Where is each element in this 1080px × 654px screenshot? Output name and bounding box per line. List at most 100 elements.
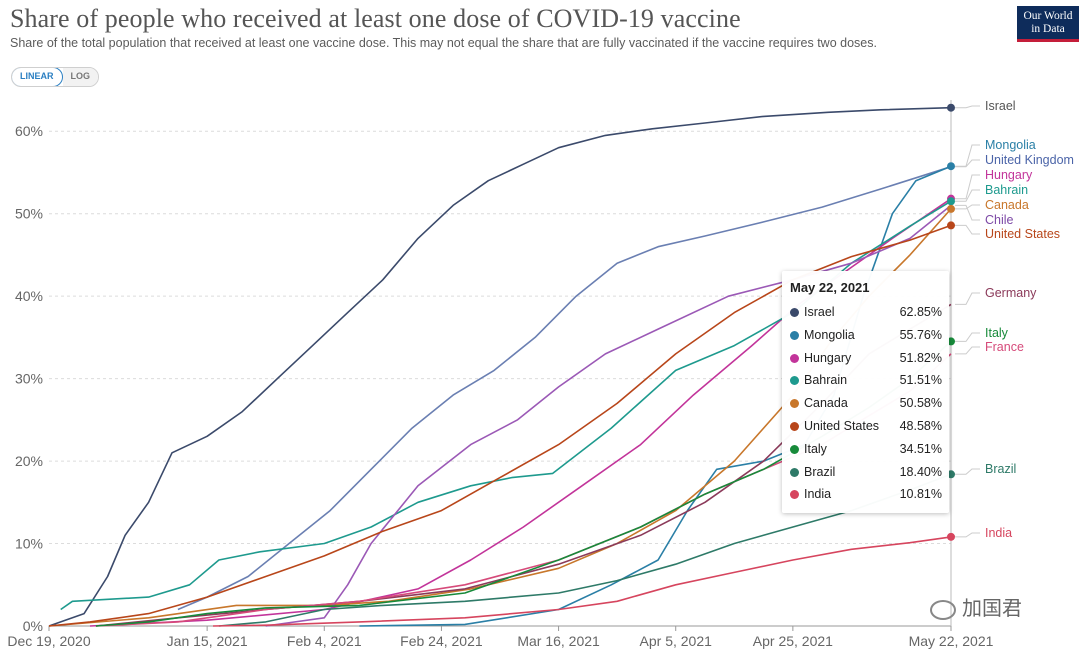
label-connector bbox=[955, 204, 980, 221]
tooltip-value: 48.58% bbox=[899, 419, 942, 433]
tooltip-row: Brazil 18.40% bbox=[790, 463, 942, 483]
label-connector bbox=[955, 346, 980, 355]
tooltip-row: Israel 62.85% bbox=[790, 303, 942, 323]
tooltip-country: Canada bbox=[804, 396, 848, 411]
series-end-label: France bbox=[985, 340, 1024, 354]
tooltip-country: Italy bbox=[804, 441, 827, 456]
x-tick-label: Apr 5, 2021 bbox=[640, 633, 713, 649]
log-scale-button[interactable]: LOG bbox=[62, 68, 98, 86]
label-connector bbox=[955, 174, 980, 200]
series-color-dot bbox=[790, 490, 799, 500]
scale-toggle: LINEAR LOG bbox=[11, 67, 99, 87]
series-color-dot bbox=[790, 353, 799, 363]
series-end-dot bbox=[947, 162, 955, 171]
x-tick-label: Mar 16, 2021 bbox=[517, 633, 600, 649]
x-tick-label: Dec 19, 2020 bbox=[7, 633, 90, 649]
series-color-dot bbox=[790, 399, 799, 409]
series-end-dot bbox=[947, 337, 955, 346]
y-tick-label: 10% bbox=[15, 536, 43, 552]
series-end-label: Brazil bbox=[985, 462, 1016, 476]
series-end-label: United Kingdom bbox=[985, 153, 1074, 167]
series-line bbox=[212, 536, 952, 627]
series-end-dot bbox=[947, 532, 955, 541]
tooltip-row: India 10.81% bbox=[790, 485, 942, 505]
x-tick-label: Apr 25, 2021 bbox=[753, 633, 833, 649]
x-tick-label: Feb 24, 2021 bbox=[400, 633, 483, 649]
label-connector bbox=[955, 292, 980, 305]
chart-title: Share of people who received at least on… bbox=[10, 4, 741, 33]
x-tick-label: May 22, 2021 bbox=[909, 633, 994, 649]
tooltip-row: Bahrain 51.51% bbox=[790, 371, 942, 391]
series-end-dot bbox=[947, 204, 955, 213]
series-end-label: Italy bbox=[985, 326, 1009, 340]
tooltip-country: Hungary bbox=[804, 350, 852, 365]
x-tick-label: Feb 4, 2021 bbox=[287, 633, 362, 649]
y-tick-label: 0% bbox=[23, 618, 43, 634]
series-line bbox=[359, 165, 952, 627]
label-connector bbox=[955, 332, 980, 342]
label-connector bbox=[955, 468, 980, 475]
tooltip-value: 55.76% bbox=[899, 327, 942, 342]
tooltip-value: 50.58% bbox=[899, 396, 942, 411]
label-connector bbox=[955, 532, 980, 538]
y-tick-label: 60% bbox=[15, 123, 43, 139]
series-end-label: Chile bbox=[985, 213, 1014, 227]
tooltip-date: May 22, 2021 bbox=[790, 280, 870, 295]
series-end-label: Mongolia bbox=[985, 138, 1036, 152]
series-end-label: Israel bbox=[985, 99, 1016, 113]
tooltip-value: 62.85% bbox=[899, 305, 942, 319]
series-end-label: Hungary bbox=[985, 168, 1033, 182]
y-tick-label: 50% bbox=[15, 206, 43, 222]
y-tick-label: 20% bbox=[15, 453, 43, 469]
series-color-dot bbox=[790, 422, 799, 431]
tooltip-value: 18.40% bbox=[899, 464, 942, 479]
series-end-dot bbox=[947, 221, 955, 230]
logo-line-1: Our World bbox=[1023, 10, 1073, 22]
tooltip-country: Mongolia bbox=[804, 327, 855, 342]
linear-scale-button[interactable]: LINEAR bbox=[12, 68, 63, 86]
label-connector bbox=[955, 144, 980, 167]
tooltip-row: United States 48.58% bbox=[790, 417, 942, 437]
label-connector bbox=[955, 105, 980, 109]
series-end-label: India bbox=[985, 526, 1012, 540]
y-tick-label: 30% bbox=[15, 371, 43, 387]
series-color-dot bbox=[790, 330, 799, 340]
hover-tooltip: May 22, 2021 Israel 62.85% Mongolia 55.76% H… bbox=[782, 271, 949, 513]
tooltip-country: India bbox=[804, 487, 832, 502]
series-color-dot bbox=[790, 467, 799, 477]
wechat-icon bbox=[930, 599, 956, 620]
series-line bbox=[48, 106, 952, 627]
watermark: 加国君 bbox=[930, 592, 1022, 621]
series-end-label: Canada bbox=[985, 198, 1029, 212]
tooltip-row: Mongolia 55.76% bbox=[790, 326, 942, 346]
tooltip-value: 51.82% bbox=[899, 350, 942, 365]
tooltip-value: 34.51% bbox=[899, 441, 942, 456]
series-color-dot bbox=[790, 308, 799, 317]
chart-subtitle: Share of the total population that recei… bbox=[10, 36, 877, 50]
series-line bbox=[265, 204, 952, 627]
owid-logo[interactable]: Our World in Data bbox=[1017, 6, 1079, 42]
y-tick-label: 40% bbox=[15, 288, 43, 304]
series-color-dot bbox=[790, 444, 799, 454]
tooltip-country: United States bbox=[804, 419, 880, 433]
series-end-label: Bahrain bbox=[985, 183, 1028, 197]
tooltip-row: Canada 50.58% bbox=[790, 394, 942, 414]
series-end-dot bbox=[947, 103, 955, 112]
tooltip-row: Italy 34.51% bbox=[790, 440, 942, 460]
label-connector bbox=[955, 224, 980, 235]
series-end-dot bbox=[947, 470, 955, 479]
series-end-label: United States bbox=[985, 227, 1060, 241]
label-connector bbox=[955, 204, 980, 210]
logo-line-2: in Data bbox=[1031, 23, 1065, 35]
series-end-label: Germany bbox=[985, 286, 1037, 300]
tooltip-row: Hungary 51.82% bbox=[790, 349, 942, 369]
tooltip-country: Brazil bbox=[804, 464, 836, 479]
tooltip-value: 10.81% bbox=[899, 487, 942, 502]
series-color-dot bbox=[790, 376, 799, 386]
tooltip-country: Israel bbox=[804, 305, 835, 319]
tooltip-value: 51.51% bbox=[899, 373, 942, 388]
series-end-dot bbox=[947, 197, 955, 206]
tooltip-country: Bahrain bbox=[804, 373, 848, 388]
x-tick-label: Jan 15, 2021 bbox=[167, 633, 248, 649]
